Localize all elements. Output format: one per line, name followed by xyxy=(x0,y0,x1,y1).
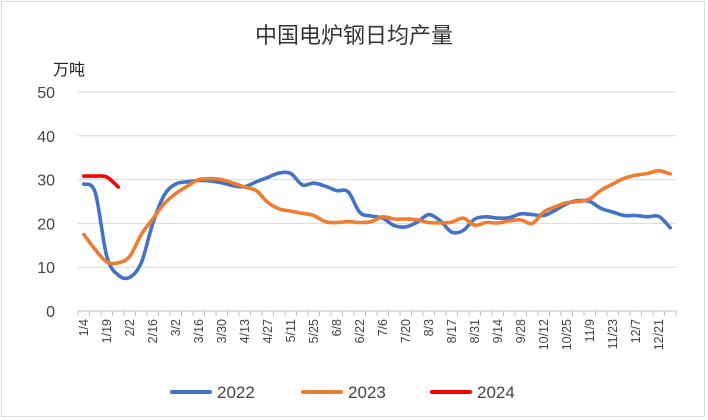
legend-label-2024: 2024 xyxy=(477,383,515,402)
x-tick-label: 1/19 xyxy=(100,319,114,343)
x-tick-label: 4/13 xyxy=(238,319,252,343)
x-tick-label: 9/14 xyxy=(491,319,505,343)
y-tick-label: 40 xyxy=(37,129,55,146)
series-line-2022 xyxy=(82,170,673,281)
series-lines xyxy=(82,169,673,281)
y-tick-label: 10 xyxy=(37,260,55,277)
legend: 2022 2023 2024 xyxy=(170,383,515,402)
x-tick-label: 10/25 xyxy=(560,319,574,350)
x-tick-label: 12/21 xyxy=(652,319,666,350)
chart-title: 中国电炉钢日均产量 xyxy=(254,24,453,49)
x-tick-label: 7/20 xyxy=(399,319,413,343)
x-tick-label: 7/6 xyxy=(376,319,390,336)
x-tick-label: 6/8 xyxy=(330,319,344,336)
x-tick-label: 3/16 xyxy=(192,319,206,343)
x-tick-label: 2/2 xyxy=(123,319,137,336)
x-tick-label: 3/30 xyxy=(215,319,229,343)
x-tick-label: 3/2 xyxy=(169,319,183,336)
x-tick-label: 2/16 xyxy=(146,319,160,343)
legend-label-2022: 2022 xyxy=(217,383,255,402)
x-tick-label: 5/25 xyxy=(307,319,321,343)
x-tick-label: 8/17 xyxy=(445,319,459,343)
x-tick-label: 11/23 xyxy=(606,319,620,349)
y-tick-label: 0 xyxy=(46,304,55,321)
series-line-2024 xyxy=(82,174,121,189)
y-tick-label: 20 xyxy=(37,216,55,233)
x-tick-label: 6/22 xyxy=(353,319,367,343)
legend-label-2023: 2023 xyxy=(348,383,386,402)
x-tick-label: 10/12 xyxy=(537,319,551,350)
x-tick-label: 5/11 xyxy=(284,319,298,342)
y-tick-label: 50 xyxy=(37,85,55,102)
series-line-2023 xyxy=(82,169,673,266)
y-tick-labels: 0 10 20 30 40 50 xyxy=(37,85,55,321)
x-tick-label: 12/7 xyxy=(629,319,643,343)
y-tick-label: 30 xyxy=(37,173,55,190)
x-tick-label: 1/4 xyxy=(77,319,91,336)
x-tick-label: 4/27 xyxy=(261,319,275,343)
x-tick-label: 8/31 xyxy=(468,319,482,343)
x-tick-label: 8/3 xyxy=(422,319,436,336)
x-tick-label: 9/28 xyxy=(514,319,528,343)
x-axis: 1/4 1/19 2/2 2/16 3/2 3/16 3/30 4/13 4/27 5/11 5/2… xyxy=(77,310,677,350)
x-tick-label: 11/9 xyxy=(583,319,597,342)
y-axis-label: 万吨 xyxy=(53,60,86,79)
